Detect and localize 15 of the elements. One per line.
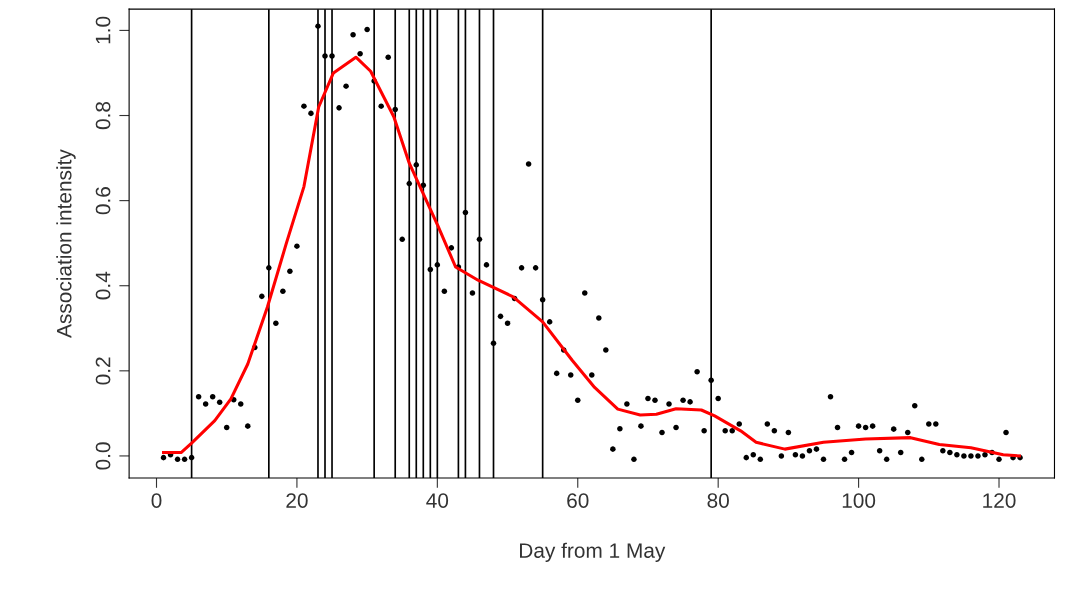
x-tick-label: 40 (426, 493, 449, 508)
x-tick-label: 100 (842, 493, 876, 508)
x-tick-label: 0 (151, 493, 162, 508)
x-tick-label: 80 (707, 493, 729, 508)
y-tick-label: 0.6 (95, 187, 111, 215)
x-axis-title: Day from 1 May (520, 542, 666, 563)
y-tick-label: 0.2 (95, 357, 111, 385)
y-tick-label: 0.8 (95, 101, 111, 130)
x-tick-label: 60 (567, 493, 589, 508)
y-axis-title: Association intensity (56, 149, 76, 338)
y-tick-label: 1.0 (95, 16, 111, 44)
x-tick-label: 20 (286, 493, 308, 508)
y-tick-label: 0.4 (95, 271, 111, 300)
y-tick-label: 0.0 (95, 442, 111, 470)
x-tick-label: 120 (983, 493, 1016, 508)
